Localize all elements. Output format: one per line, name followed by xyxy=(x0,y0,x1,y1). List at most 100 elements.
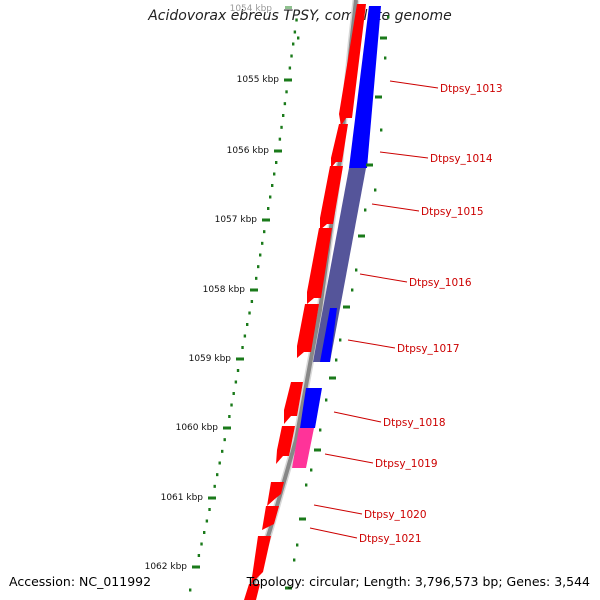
outer-minor-tick xyxy=(325,398,328,402)
forward-cds-3 xyxy=(320,166,343,230)
outer-tick xyxy=(299,517,306,521)
forward-cds-4 xyxy=(307,228,332,304)
minor-tick xyxy=(234,380,238,384)
minor-tick xyxy=(282,114,285,117)
outer-minor-tick xyxy=(335,358,338,362)
gene-label-dtpsy-1014[interactable]: Dtpsy_1014 xyxy=(430,153,493,165)
forward-cds-1 xyxy=(339,4,366,126)
tick-label-1061: 1061 kbp xyxy=(161,493,204,503)
outer-tick xyxy=(314,448,321,452)
minor-tick xyxy=(285,90,288,94)
forward-cds-11 xyxy=(244,584,260,600)
major-tick xyxy=(284,78,292,82)
gene-label-dtpsy-1013[interactable]: Dtpsy_1013 xyxy=(440,83,503,95)
minor-tick xyxy=(246,323,249,326)
forward-cds-2 xyxy=(331,124,348,168)
reverse-strand-track xyxy=(292,6,381,468)
minor-tick xyxy=(223,438,226,442)
minor-tick xyxy=(216,473,219,477)
minor-tick xyxy=(269,195,272,199)
tick-label-1055: 1055 kbp xyxy=(237,75,280,85)
gene-label-dtpsy-1018[interactable]: Dtpsy_1018 xyxy=(383,417,446,429)
tick-label-1062: 1062 kbp xyxy=(145,562,188,572)
outer-minor-tick xyxy=(310,468,313,472)
minor-tick xyxy=(255,276,258,280)
minor-tick xyxy=(280,125,283,129)
outer-minor-tick xyxy=(319,428,322,432)
outer-minor-tick xyxy=(364,208,367,212)
coordinate-ticks: 1054 kbp 1055 kbp 1056 kbp 1057 kbp 1058 kbp… xyxy=(145,4,390,592)
outer-minor-tick xyxy=(293,558,296,562)
minor-tick xyxy=(267,207,270,210)
forward-cds-9 xyxy=(262,506,279,530)
minor-tick xyxy=(292,42,295,46)
forward-cds-10 xyxy=(251,536,271,584)
tick-label-1054: 1054 kbp xyxy=(230,4,273,14)
gene-leader-line xyxy=(347,339,396,349)
minor-tick xyxy=(232,392,235,395)
minor-tick xyxy=(297,36,300,40)
major-tick xyxy=(192,565,200,569)
major-tick xyxy=(262,218,270,222)
forward-strand-track xyxy=(244,4,366,600)
gene-label-dtpsy-1016[interactable]: Dtpsy_1016 xyxy=(409,277,472,289)
gene-leader-line xyxy=(309,527,358,539)
forward-cds-6 xyxy=(284,382,303,424)
outer-tick xyxy=(358,234,365,238)
minor-tick xyxy=(221,449,224,453)
minor-tick xyxy=(288,66,292,70)
outer-minor-tick xyxy=(296,543,299,547)
minor-tick xyxy=(295,18,298,22)
minor-tick xyxy=(275,161,278,164)
forward-cds-7 xyxy=(276,426,295,464)
tick-label-1057: 1057 kbp xyxy=(215,215,258,225)
minor-tick xyxy=(283,102,287,106)
overlap-cds-dtpsy-1015-1016 xyxy=(313,168,366,362)
gene-label-dtpsy-1017[interactable]: Dtpsy_1017 xyxy=(397,343,460,355)
minor-tick xyxy=(243,334,247,338)
gene-labels: Dtpsy_1013 Dtpsy_1014 Dtpsy_1015 Dtpsy_1016… xyxy=(309,80,503,545)
outer-tick xyxy=(366,163,373,167)
forward-cds-5 xyxy=(297,304,319,358)
major-tick xyxy=(236,357,244,361)
minor-tick xyxy=(218,461,221,465)
minor-tick xyxy=(200,542,203,546)
gene-leader-line xyxy=(333,411,382,423)
minor-tick xyxy=(189,588,192,592)
tick-label-1059: 1059 kbp xyxy=(189,354,232,364)
forward-cds-8 xyxy=(267,482,284,506)
outer-minor-tick xyxy=(339,338,342,342)
outer-minor-tick xyxy=(305,483,308,487)
major-tick xyxy=(250,288,258,292)
reverse-cds-dtpsy-1018 xyxy=(300,388,322,428)
minor-tick xyxy=(271,184,274,187)
gene-label-dtpsy-1020[interactable]: Dtpsy_1020 xyxy=(364,509,427,521)
major-tick xyxy=(285,6,292,9)
outer-minor-tick xyxy=(387,15,390,19)
gene-leader-line xyxy=(359,273,408,283)
gene-label-dtpsy-1019[interactable]: Dtpsy_1019 xyxy=(375,458,438,470)
gene-leader-line xyxy=(313,504,363,515)
gene-label-dtpsy-1021[interactable]: Dtpsy_1021 xyxy=(359,533,422,545)
minor-tick xyxy=(261,241,264,245)
gene-leader-line xyxy=(371,203,420,212)
tick-label-1060: 1060 kbp xyxy=(176,423,219,433)
minor-tick xyxy=(205,519,209,523)
minor-tick xyxy=(278,137,282,141)
minor-tick xyxy=(290,54,293,58)
highlight-cds-dtpsy-1019 xyxy=(292,428,314,468)
accession-label: Accession: NC_011992 xyxy=(9,574,152,589)
gene-label-dtpsy-1015[interactable]: Dtpsy_1015 xyxy=(421,206,484,218)
outer-tick xyxy=(285,586,292,590)
minor-tick xyxy=(273,172,276,176)
outer-minor-tick xyxy=(351,288,354,292)
topology-label: Topology: circular; Length: 3,796,573 bp… xyxy=(246,574,590,589)
minor-tick xyxy=(259,253,262,257)
outer-minor-tick xyxy=(380,128,383,132)
gene-leader-line xyxy=(324,453,374,464)
outer-tick xyxy=(329,376,336,380)
minor-tick xyxy=(197,554,201,557)
outer-tick xyxy=(375,95,382,99)
